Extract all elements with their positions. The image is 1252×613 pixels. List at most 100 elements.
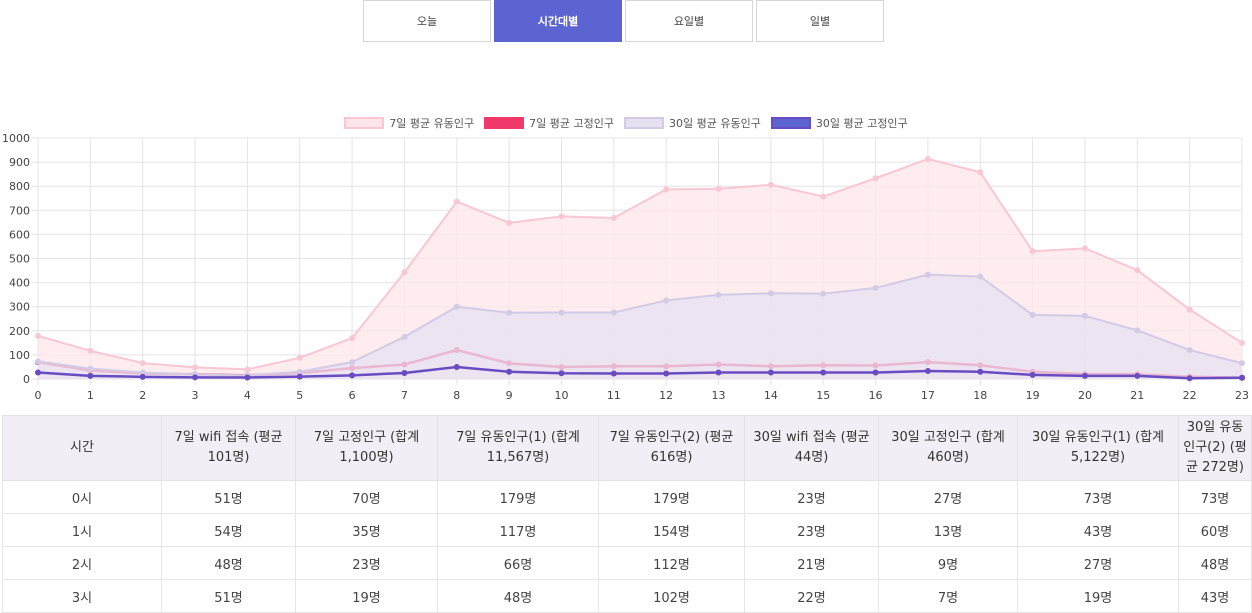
data-point [767,181,774,188]
data-point [1186,347,1193,354]
data-point [139,373,146,380]
data-point [506,219,513,226]
y-tick-label: 600 [9,228,30,241]
data-point [401,369,408,376]
table-cell: 3시 [2,579,162,613]
table-cell: 2시 [2,546,162,580]
data-point [610,309,617,316]
legend-swatch [770,117,811,129]
series-line [37,273,1243,377]
x-tick-label: 9 [506,389,513,402]
data-point [1081,312,1088,319]
tab-today[interactable]: 오늘 [363,0,491,42]
legend-item-7d-fixed[interactable]: 7일 평균 고정인구 [484,115,614,131]
table-cell: 179명 [598,480,745,514]
data-point [1029,248,1036,255]
x-tick-label: 13 [712,389,726,402]
y-tick-label: 100 [9,349,30,362]
x-tick-label: 22 [1183,389,1197,402]
legend-swatch [484,117,525,129]
x-tick-label: 3 [192,389,199,402]
x-tick-label: 1 [87,389,94,402]
y-tick-label: 500 [9,253,30,266]
hourly-stats-table: 시간 7일 wifi 접속 (평균 101명) 7일 고정인구 (합계 1,10… [2,415,1252,613]
series-area [38,274,1242,379]
data-point [1134,267,1141,274]
data-point [87,372,94,379]
data-point [296,373,303,380]
data-point [715,185,722,192]
y-tick-label: 700 [9,204,30,217]
data-point [453,198,460,205]
table-cell: 9명 [878,546,1018,580]
legend-item-30d-floating[interactable]: 30일 평균 유동인구 [624,115,761,131]
table-cell: 102명 [598,579,745,613]
table-row: 1시 54명 35명 117명 154명 23명 13명 43명 60명 [2,513,1252,547]
table-cell: 0시 [2,480,162,514]
legend-item-30d-fixed[interactable]: 30일 평균 고정인구 [770,115,908,131]
data-point [1134,372,1141,379]
table-cell: 66명 [437,546,599,580]
y-tick-label: 200 [9,325,30,338]
table-cell: 21명 [744,546,879,580]
x-tick-label: 15 [816,389,830,402]
y-tick-label: 0 [23,373,30,386]
x-tick-label: 8 [453,389,460,402]
data-point [1081,245,1088,252]
data-point [610,370,617,377]
data-point [244,366,251,373]
table-cell: 154명 [598,513,745,547]
data-point [296,368,303,375]
data-point [767,369,774,376]
data-point [977,368,984,375]
data-point [244,374,251,381]
table-cell: 60명 [1178,513,1252,547]
table-cell: 43명 [1017,513,1179,547]
table-cell: 51명 [161,579,296,613]
data-point [558,309,565,316]
table-cell: 48명 [161,546,296,580]
data-point [610,215,617,222]
legend-item-7d-floating[interactable]: 7일 평균 유동인구 [344,115,474,131]
y-tick-label: 300 [9,301,30,314]
y-tick-label: 800 [9,180,30,193]
series-line [37,157,1243,371]
table-cell: 179명 [437,480,599,514]
table-cell: 23명 [744,480,879,514]
table-cell: 7명 [878,579,1018,613]
table-header-row: 시간 7일 wifi 접속 (평균 101명) 7일 고정인구 (합계 1,10… [2,415,1252,481]
data-point [296,354,303,361]
x-tick-label: 0 [35,389,42,402]
legend-label: 7일 평균 고정인구 [529,117,614,130]
table-header: 7일 고정인구 (합계 1,100명) [295,415,438,481]
x-tick-label: 19 [1026,389,1040,402]
x-tick-label: 14 [764,389,778,402]
data-point [924,368,931,375]
legend-label: 30일 평균 고정인구 [815,117,908,130]
data-point [558,213,565,220]
data-point [663,186,670,193]
table-cell: 23명 [295,546,438,580]
table-row: 0시 51명 70명 179명 179명 23명 27명 73명 73명 [2,480,1252,514]
x-tick-label: 11 [607,389,621,402]
data-point [1134,327,1141,334]
x-tick-label: 20 [1078,389,1092,402]
data-point [349,359,356,366]
tab-hourly[interactable]: 시간대별 [494,0,622,42]
tab-weekday[interactable]: 요일별 [625,0,753,42]
table-cell: 13명 [878,513,1018,547]
table-cell: 48명 [437,579,599,613]
table-cell: 48명 [1178,546,1252,580]
tab-daily[interactable]: 일별 [756,0,884,42]
table-cell: 19명 [1017,579,1179,613]
data-point [35,332,41,339]
table-header: 30일 고정인구 (합계 460명) [878,415,1018,481]
data-point [558,370,565,377]
data-point [1081,372,1088,379]
data-point [87,347,94,354]
table-cell: 54명 [161,513,296,547]
table-header: 시간 [2,415,162,481]
data-point [139,369,146,376]
legend-swatch [344,117,385,129]
